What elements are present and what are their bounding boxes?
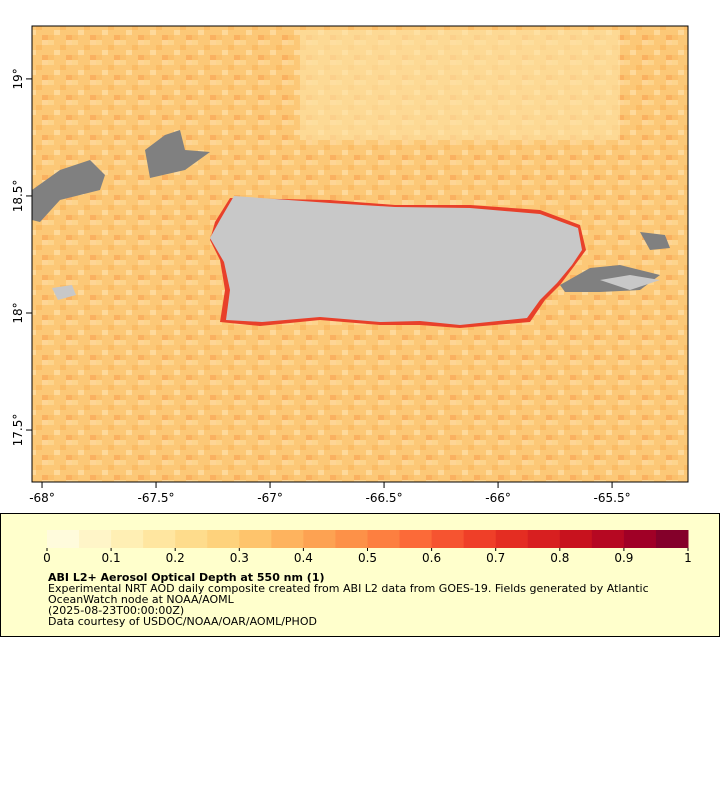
x-tick-label: -67° [257, 491, 283, 505]
colorbar-tick-label: 0.5 [358, 551, 377, 565]
colorbar-swatch [495, 530, 529, 548]
axes: -68° -67.5° -67° -66.5° -66° -65.5° 19° 18.5° 18… [11, 68, 631, 505]
colorbar-swatch [559, 530, 593, 548]
colorbar-tick-label: 0.9 [614, 551, 633, 565]
legend-line: Data courtesy of USDOC/NOAA/OAR/AOML/PHO… [48, 615, 317, 628]
island [600, 275, 660, 290]
y-tick-label: 18° [11, 302, 25, 323]
colorbar-swatch [623, 530, 657, 548]
colorbar-swatch [431, 530, 465, 548]
cloud-mask [640, 232, 670, 250]
legend-line: (2025-08-23T00:00:00Z) [48, 604, 184, 617]
y-tick-label: 18.5° [11, 180, 25, 213]
colorbar-tick-label: 0.7 [486, 551, 505, 565]
puerto-rico [210, 196, 582, 325]
colorbar-swatch [367, 530, 401, 548]
colorbar-tick-label: 0 [43, 551, 51, 565]
colorbar-swatch [303, 530, 336, 548]
x-tick-label: -66° [485, 491, 511, 505]
colorbar-swatch [79, 530, 112, 548]
x-tick-label: -66.5° [366, 491, 403, 505]
y-tick-label: 17.5° [11, 414, 25, 447]
x-tick-label: -68° [29, 491, 55, 505]
light-area [300, 30, 620, 140]
colorbar-swatch [399, 530, 433, 548]
colorbar-swatch [175, 530, 208, 548]
colorbar-swatch [655, 530, 689, 548]
colorbar-tick-label: 0.2 [166, 551, 185, 565]
x-tick-label: -67.5° [138, 491, 175, 505]
colorbar-swatch [463, 530, 497, 548]
colorbar-tick-label: 0.4 [294, 551, 313, 565]
colorbar-swatch [143, 530, 176, 548]
colorbar-swatch [271, 530, 304, 548]
colorbar-swatch [591, 530, 625, 548]
plot-frame [31, 25, 689, 483]
colorbar-swatch [111, 530, 144, 548]
colorbar-tick-label: 0.3 [230, 551, 249, 565]
colorbar-tick-label: 0.8 [550, 551, 569, 565]
legend-title: ABI L2+ Aerosol Optical Depth at 550 nm … [48, 571, 325, 584]
colorbar: 0 0.1 0.2 0.3 0.4 0.5 0.6 0.7 0.8 0.9 1 [43, 530, 692, 565]
colorbar-swatch [47, 530, 80, 548]
y-tick-label: 19° [11, 68, 25, 89]
colorbar-tick-label: 1 [684, 551, 692, 565]
cloud-mask [145, 130, 210, 178]
legend-line: OceanWatch node at NOAA/AOML [48, 593, 235, 606]
colorbar-tick-label: 0.6 [422, 551, 441, 565]
colorbar-swatch [207, 530, 240, 548]
island [52, 285, 76, 300]
colorbar-swatch [335, 530, 368, 548]
colorbar-swatch [527, 530, 561, 548]
colorbar-tick-label: 0.1 [102, 551, 121, 565]
colorbar-swatch [239, 530, 272, 548]
legend-line: Experimental NRT AOD daily composite cre… [48, 582, 649, 595]
cloud-mask [32, 160, 105, 222]
aod-field [32, 26, 688, 482]
x-tick-label: -65.5° [594, 491, 631, 505]
